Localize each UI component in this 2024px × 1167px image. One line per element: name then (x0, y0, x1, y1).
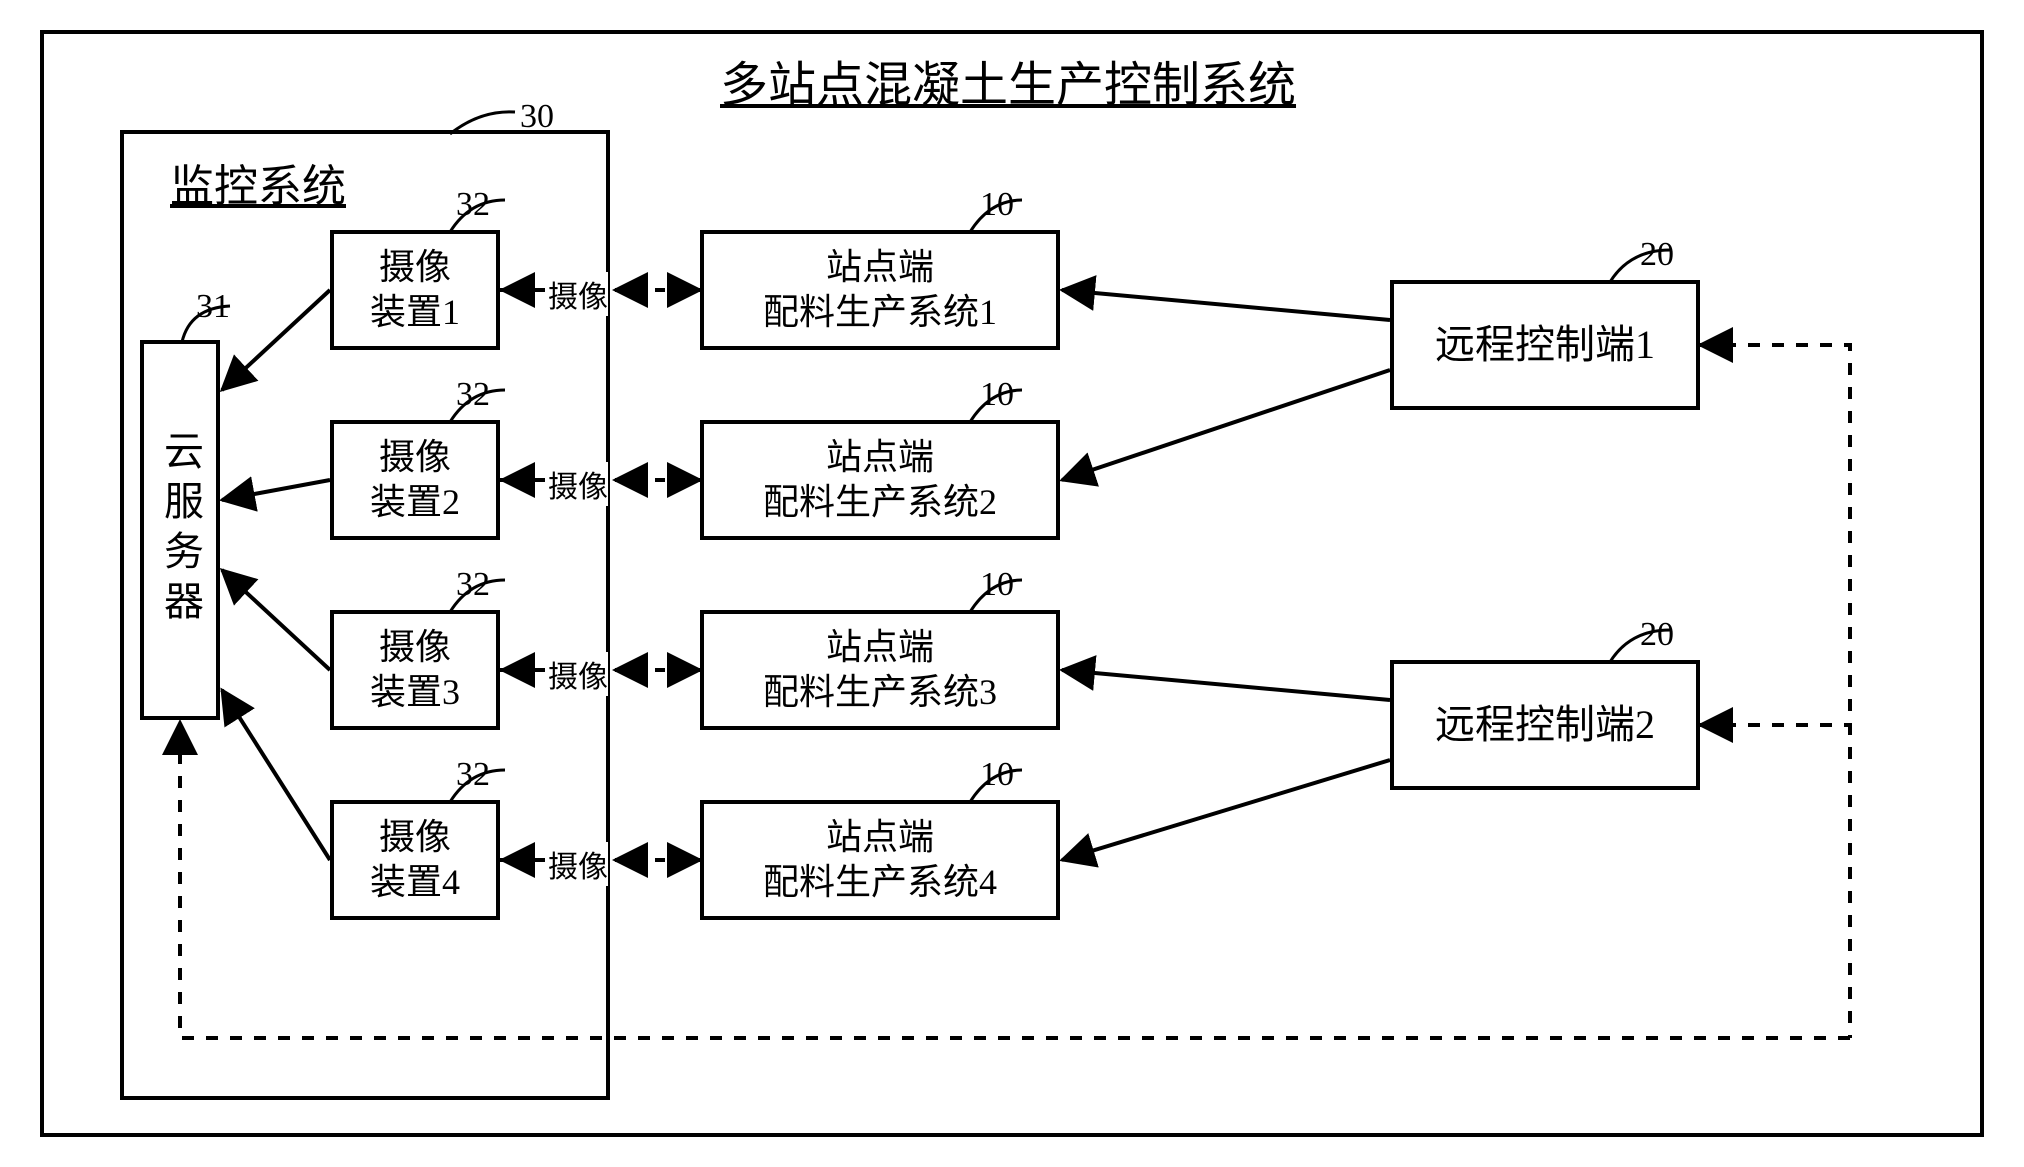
camera-line2: 装置4 (370, 860, 460, 905)
cloud-server-node: 云服务器 (140, 340, 220, 720)
camera-node-4: 摄像 装置4 (330, 800, 500, 920)
ref-32-1: 32 (456, 186, 490, 224)
ref-10-1: 10 (980, 186, 1014, 224)
camera-line1: 摄像 (379, 815, 451, 860)
station-line1: 站点端 (826, 435, 934, 480)
cloud-server-label: 云服务器 (155, 430, 205, 630)
remote-node-2: 远程控制端2 (1390, 660, 1700, 790)
ref-10-3: 10 (980, 566, 1014, 604)
station-node-1: 站点端 配料生产系统1 (700, 230, 1060, 350)
station-node-4: 站点端 配料生产系统4 (700, 800, 1060, 920)
camera-node-1: 摄像 装置1 (330, 230, 500, 350)
ref-32-3: 32 (456, 566, 490, 604)
station-line2: 配料生产系统3 (763, 670, 997, 715)
diagram-canvas: 多站点混凝土生产控制系统 监控系统 云服务器 摄像 装置1 摄像 装置2 摄像 … (0, 0, 2024, 1167)
ref-20-2: 20 (1640, 616, 1674, 654)
station-line2: 配料生产系统4 (763, 860, 997, 905)
ref-30: 30 (520, 98, 554, 136)
station-line1: 站点端 (826, 625, 934, 670)
monitor-title: 监控系统 (170, 150, 346, 214)
ref-20-1: 20 (1640, 236, 1674, 274)
edge-label-1: 摄像 (548, 272, 608, 316)
edge-label-4: 摄像 (548, 842, 608, 886)
camera-line1: 摄像 (379, 435, 451, 480)
edge-label-2: 摄像 (548, 462, 608, 506)
station-node-2: 站点端 配料生产系统2 (700, 420, 1060, 540)
camera-line2: 装置2 (370, 480, 460, 525)
camera-line2: 装置1 (370, 290, 460, 335)
camera-node-3: 摄像 装置3 (330, 610, 500, 730)
ref-32-2: 32 (456, 376, 490, 414)
camera-line1: 摄像 (379, 245, 451, 290)
camera-line1: 摄像 (379, 625, 451, 670)
station-node-3: 站点端 配料生产系统3 (700, 610, 1060, 730)
ref-32-4: 32 (456, 756, 490, 794)
station-line1: 站点端 (826, 815, 934, 860)
ref-31: 31 (196, 288, 230, 326)
ref-10-2: 10 (980, 376, 1014, 414)
camera-line2: 装置3 (370, 670, 460, 715)
camera-node-2: 摄像 装置2 (330, 420, 500, 540)
station-line2: 配料生产系统2 (763, 480, 997, 525)
station-line2: 配料生产系统1 (763, 290, 997, 335)
station-line1: 站点端 (826, 245, 934, 290)
remote-label: 远程控制端1 (1435, 320, 1655, 370)
edge-label-3: 摄像 (548, 652, 608, 696)
remote-label: 远程控制端2 (1435, 700, 1655, 750)
diagram-title: 多站点混凝土生产控制系统 (720, 45, 1296, 115)
ref-10-4: 10 (980, 756, 1014, 794)
remote-node-1: 远程控制端1 (1390, 280, 1700, 410)
